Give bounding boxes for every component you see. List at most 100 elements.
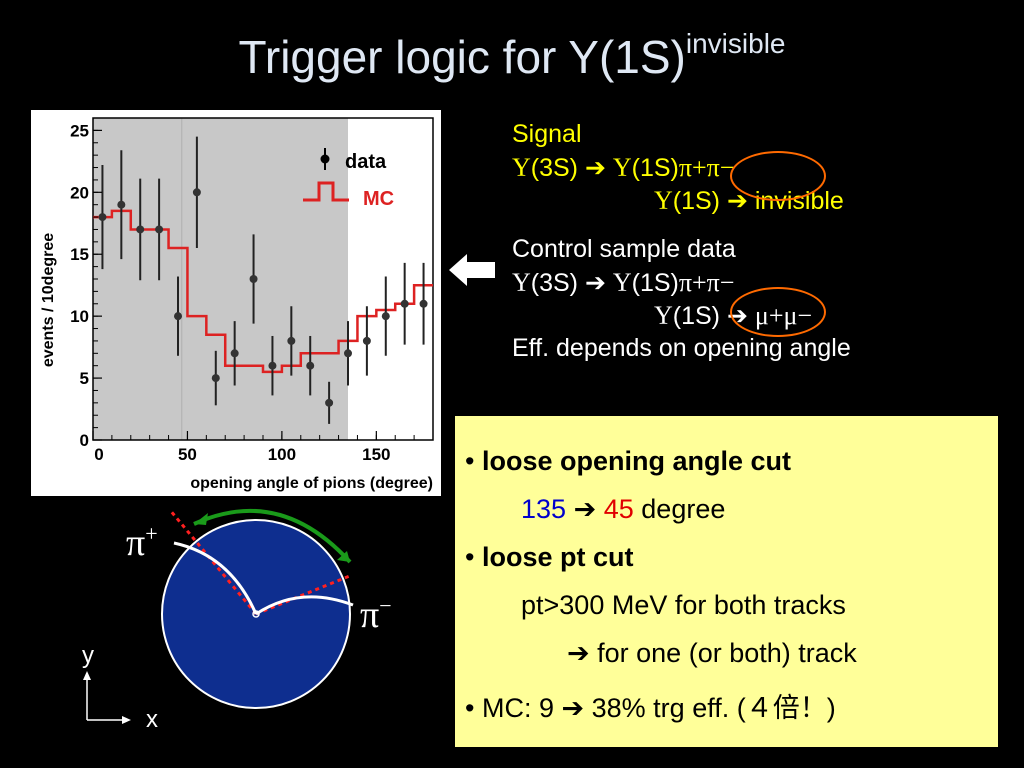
control-pion-highlight: [730, 287, 826, 337]
pi-minus-tangent-line: [255, 573, 353, 616]
upsilon-symbol: Υ: [512, 268, 531, 297]
bullet-pt-cut: • loose pt cut: [465, 542, 634, 572]
x-axis-label: opening angle of pions (degree): [190, 475, 433, 492]
data-point: [249, 275, 258, 283]
y-tick-label: 0: [80, 431, 89, 450]
arrow-right-icon: ➔: [561, 693, 585, 723]
legend-data-label: data: [345, 151, 387, 173]
mc-prefix: MC: 9: [481, 693, 554, 723]
page-title: Trigger logic for Y(1S)invisible: [0, 28, 1024, 84]
mc-suffix: 38% trg eff. (: [591, 693, 746, 723]
upsilon-symbol: Υ: [612, 153, 632, 182]
bullet-mc: • MC: 9 ➔ 38% trg eff. (４倍！): [465, 693, 836, 723]
data-point: [136, 225, 145, 234]
signal-heading: Signal: [512, 120, 582, 148]
y-tick-label: 10: [70, 307, 89, 326]
x-axis-letter: x: [146, 706, 158, 733]
legend-mc-label: MC: [363, 188, 394, 210]
x-tick-label: 150: [362, 445, 390, 464]
opening-angle-arc: [193, 508, 352, 564]
control-pion-pair: π+π−: [678, 268, 735, 297]
signal-pion-highlight: [730, 151, 826, 201]
signal-child-state-2: (1S): [672, 187, 721, 215]
data-point: [362, 336, 371, 345]
control-child-state-2: (1S): [672, 302, 721, 330]
title-superscript: invisible: [685, 28, 786, 59]
pi-plus-tangent-line: [168, 509, 258, 615]
upsilon-symbol: Υ: [654, 301, 673, 330]
pi-plus-track: [173, 541, 258, 615]
bullet-pt-cut-text: loose pt cut: [481, 542, 634, 572]
upsilon-symbol: Υ: [654, 186, 673, 215]
signal-pion-pair: π+π−: [678, 153, 735, 182]
y-tick-label: 20: [70, 183, 89, 202]
pi-minus-label: π−: [360, 593, 392, 636]
bullet-opening-angle: • loose opening angle cut: [465, 446, 791, 476]
pi-minus-track: [255, 595, 354, 616]
arc-arrowhead-right: [337, 551, 350, 562]
decay-panel: Signal Υ(3S) ➔ Υ(1S)π+π− Υ(1S) ➔ invisib…: [512, 118, 851, 365]
left-arrow-icon: [449, 254, 495, 286]
control-decay-line-1: Υ(3S) ➔ Υ(1S)π+π−: [512, 266, 851, 299]
data-point: [306, 361, 315, 370]
x-arrowhead-icon: [122, 716, 131, 724]
data-point: [98, 213, 107, 222]
y-axis-label: events / 10degree: [40, 233, 57, 367]
bullet-opening-angle-text: loose opening angle cut: [481, 446, 791, 476]
data-point: [230, 349, 239, 358]
cut-unit: degree: [641, 494, 726, 524]
upsilon-symbol: Υ: [612, 268, 632, 297]
cut-to-value: 45: [603, 494, 634, 524]
control-heading: Control sample data: [512, 235, 736, 263]
cut-from-value: 135: [521, 494, 567, 524]
legend-data-marker: [320, 154, 330, 164]
data-point: [419, 299, 428, 308]
cut-change-line: 135 ➔ 45 degree: [521, 494, 725, 525]
arrow-right-icon: ➔: [584, 154, 606, 182]
pt-new-text: for one (or both) track: [597, 638, 857, 668]
data-point: [155, 225, 164, 234]
pt-rule-line: pt>300 MeV for both tracks: [521, 590, 846, 620]
signal-decay-line-1: Υ(3S) ➔ Υ(1S)π+π−: [512, 151, 851, 184]
shaded-region: [93, 118, 348, 440]
legend: data MC: [303, 148, 394, 210]
plot-area: 0 50 100 150 0 5 10 15 20 25: [70, 117, 434, 464]
legend-mc-marker: [303, 181, 349, 202]
signal-child-state: (1S): [631, 154, 679, 182]
vertex-marker: [252, 610, 260, 618]
pi-plus-label: π+: [126, 521, 158, 564]
y-tick-label: 25: [70, 121, 89, 140]
data-point: [117, 200, 126, 209]
arc-arrowhead-left: [194, 513, 208, 525]
data-point: [174, 312, 182, 321]
data-point: [268, 361, 277, 370]
data-point: [344, 349, 352, 358]
control-note: Eff. depends on opening angle: [512, 334, 851, 362]
data-point: [192, 188, 201, 197]
arrow-right-icon: ➔: [573, 494, 597, 524]
y-tick-label: 5: [80, 369, 89, 388]
control-child-state: (1S): [631, 269, 679, 297]
y-axis-letter: y: [82, 642, 94, 669]
x-tick-label: 50: [178, 445, 197, 464]
summary-box: • loose opening angle cut 135 ➔ 45 degre…: [455, 416, 998, 747]
data-point: [325, 398, 334, 407]
title-main: Trigger logic for Y(1S): [238, 31, 686, 83]
mc-japanese: ４倍！: [745, 693, 827, 723]
x-tick-label: 0: [94, 445, 103, 464]
signal-parent-state: (3S): [530, 154, 579, 182]
x-tick-label: 100: [268, 445, 296, 464]
data-point: [381, 312, 390, 321]
arrow-right-icon: ➔: [726, 187, 748, 215]
opening-angle-histogram: 0 50 100 150 0 5 10 15 20 25 events / 10degree op…: [31, 110, 441, 496]
arrow-right-icon: ➔: [584, 269, 606, 297]
data-point: [400, 299, 409, 308]
track-diagram: π+ π− y x: [82, 508, 392, 733]
control-parent-state: (3S): [530, 269, 579, 297]
mc-close: ): [826, 693, 836, 723]
y-arrowhead-icon: [83, 671, 91, 680]
pt-new-line: ➔ for one (or both) track: [567, 638, 857, 669]
data-point: [211, 374, 220, 383]
data-point: [287, 336, 296, 345]
arrow-right-icon: ➔: [567, 638, 590, 668]
